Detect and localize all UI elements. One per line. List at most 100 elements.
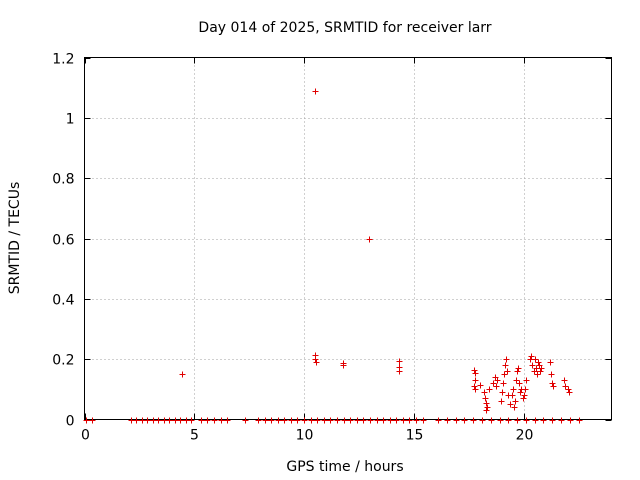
data-point-zero [461, 417, 468, 424]
data-point-zero [211, 417, 218, 424]
data-point-zero [387, 417, 394, 424]
data-point-zero [374, 417, 381, 424]
data-point [547, 359, 554, 366]
data-point-zero [470, 417, 477, 424]
data-point [509, 392, 516, 399]
data-point [511, 404, 518, 411]
x-tick-label: 20 [516, 428, 534, 444]
data-point-zero [288, 417, 295, 424]
data-point-zero [453, 417, 460, 424]
data-point-zero [558, 417, 565, 424]
data-point [520, 395, 527, 402]
data-point [532, 356, 539, 363]
data-point-zero [262, 417, 269, 424]
data-point-zero [360, 417, 367, 424]
data-point [521, 392, 528, 399]
data-point-zero [166, 417, 173, 424]
data-point [548, 371, 555, 378]
data-point [500, 380, 507, 387]
data-point [472, 377, 479, 384]
data-point [516, 380, 523, 387]
data-point [312, 356, 319, 363]
data-point [514, 368, 521, 375]
data-point [481, 389, 488, 396]
data-point [477, 382, 484, 389]
data-point-zero [133, 417, 140, 424]
data-point [513, 377, 520, 384]
data-point-zero [242, 417, 249, 424]
data-point-zero [367, 417, 374, 424]
data-point [515, 365, 522, 372]
data-point-zero [281, 417, 288, 424]
data-point-zero [347, 417, 354, 424]
data-point-zero [400, 417, 407, 424]
data-point [565, 386, 572, 393]
data-point [504, 368, 511, 375]
data-point [523, 377, 530, 384]
data-point [312, 88, 319, 95]
data-point-zero [532, 417, 539, 424]
data-point-zero [294, 417, 301, 424]
data-point [498, 398, 505, 405]
data-point-zero [540, 417, 547, 424]
data-point [494, 377, 501, 384]
y-tick-label: 0.6 [52, 233, 74, 249]
data-point-zero [380, 417, 387, 424]
data-point-zero [308, 417, 315, 424]
grid-lines [84, 57, 612, 420]
data-point-zero [479, 417, 486, 424]
data-point [486, 386, 493, 393]
data-point-zero [341, 417, 348, 424]
data-point-zero [314, 417, 321, 424]
data-point [484, 404, 491, 411]
data-point [517, 389, 524, 396]
data-point-zero [188, 417, 195, 424]
data-point-zero [275, 417, 282, 424]
data-point [490, 380, 497, 387]
data-point-zero [523, 417, 530, 424]
chart-title: Day 014 of 2025, SRMTID for receiver lar… [198, 20, 491, 36]
data-point-zero [406, 417, 413, 424]
data-point [483, 400, 490, 407]
data-point-zero [268, 417, 275, 424]
data-point [550, 383, 557, 390]
data-point-zero [327, 417, 334, 424]
data-point-zero [567, 417, 574, 424]
data-point [396, 368, 403, 375]
data-point-zero [224, 417, 231, 424]
data-point [522, 386, 529, 393]
data-point [483, 407, 490, 414]
data-point-zero [204, 417, 211, 424]
x-tick-label: 15 [406, 428, 424, 444]
y-tick-label: 0.8 [52, 172, 74, 188]
y-tick-label: 0 [66, 414, 75, 430]
data-point [549, 380, 556, 387]
plot-frame [84, 57, 612, 420]
data-point-zero [413, 417, 420, 424]
data-point [501, 371, 508, 378]
data-point [396, 358, 403, 365]
x-tick-label: 10 [296, 428, 314, 444]
data-point-zero [576, 417, 583, 424]
data-point [528, 353, 535, 360]
data-points [83, 88, 583, 424]
data-point-zero [420, 417, 427, 424]
x-tick-label: 5 [190, 428, 199, 444]
data-point [529, 362, 536, 369]
data-point-zero [301, 417, 308, 424]
data-point-zero [177, 417, 184, 424]
data-point [561, 377, 568, 384]
data-point [538, 365, 545, 372]
y-tick-label: 0.4 [52, 293, 74, 309]
data-point-zero [198, 417, 205, 424]
data-point-zero [488, 417, 495, 424]
data-point [179, 371, 186, 378]
data-point [471, 383, 478, 390]
data-point [562, 383, 569, 390]
y-tick-label: 1.2 [52, 52, 74, 68]
data-point-zero [505, 417, 512, 424]
x-axis-label: GPS time / hours [286, 459, 403, 475]
data-point-zero [83, 417, 90, 424]
y-axis-label: SRMTID / TECUs [7, 182, 23, 295]
data-point-zero [435, 417, 442, 424]
